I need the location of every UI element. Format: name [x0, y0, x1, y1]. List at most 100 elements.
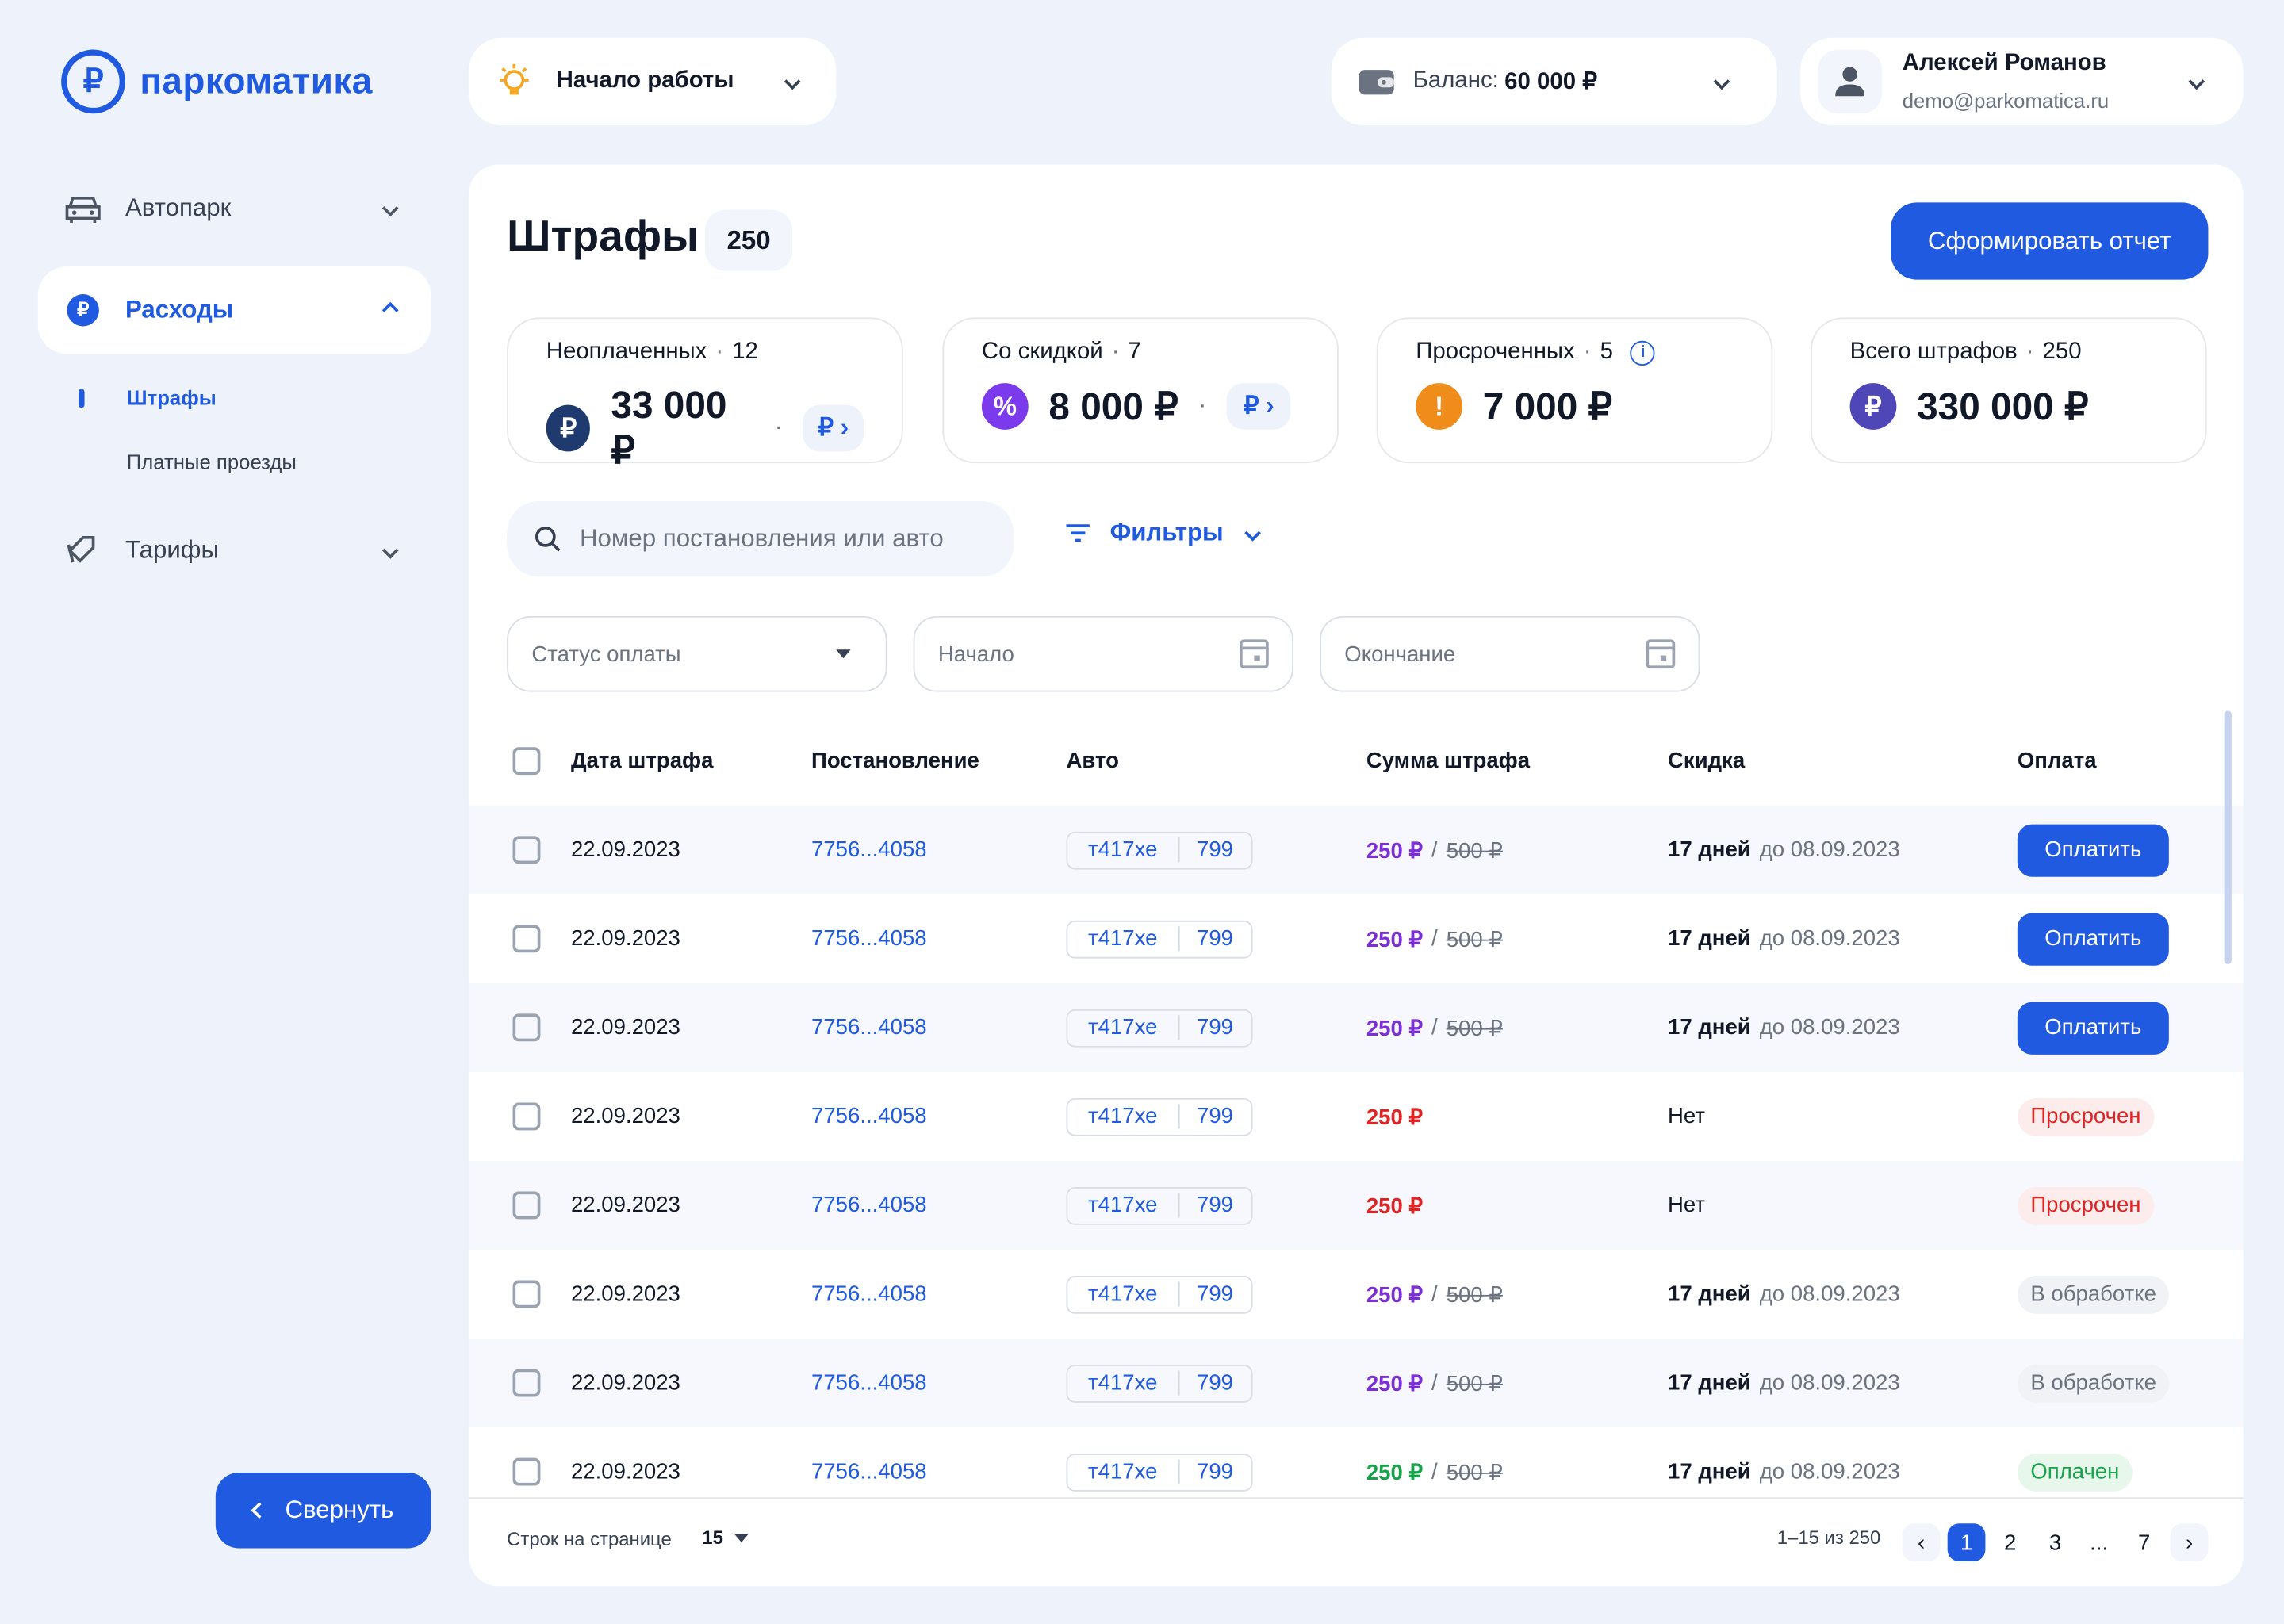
table-row[interactable]: 22.09.2023 7756...4058 т417хе 799 250 ₽ / 5…: [469, 982, 2244, 1072]
status-badge: В обработке: [2017, 1364, 2170, 1402]
fine-original-amount: 500 ₽: [1446, 1371, 1503, 1396]
car-plate[interactable]: т417хе 799: [1066, 1008, 1252, 1047]
sidebar-subitem-fines[interactable]: Штрафы: [126, 385, 217, 410]
discount-days: 17 дней: [1668, 837, 1751, 863]
status-badge: Оплачен: [2017, 1453, 2133, 1491]
decree-link[interactable]: 7756...4058: [811, 837, 927, 863]
fines-count-badge: 250: [704, 209, 793, 271]
row-checkbox[interactable]: [512, 925, 541, 953]
table-row[interactable]: 22.09.2023 7756...4058 т417хе 799 250 ₽ Н…: [469, 1072, 2243, 1161]
discount-days: Нет: [1668, 1104, 1705, 1129]
search-input[interactable]: Номер постановления или авто: [507, 500, 1014, 577]
stat-card-unpaid[interactable]: Неоплаченных · 12 ₽ 33 000 ₽ · ₽ ›: [507, 317, 903, 472]
select-all-checkbox[interactable]: [512, 747, 541, 776]
column-header-decree[interactable]: Постановление: [811, 748, 979, 773]
car-plate[interactable]: т417хе 799: [1066, 1186, 1252, 1224]
stat-card-total[interactable]: Всего штрафов · 250 ₽ 330 000 ₽: [1811, 317, 2207, 464]
discount-days: Нет: [1668, 1193, 1705, 1218]
balance-button[interactable]: Баланс: 60 000 ₽: [1331, 37, 1777, 125]
pay-button[interactable]: Оплатить: [2017, 823, 2169, 876]
sidebar-subitem-toll-roads[interactable]: Платные проезды: [126, 450, 297, 473]
sidebar-item-label: Тарифы: [125, 535, 219, 564]
next-page-button[interactable]: ›: [2170, 1523, 2209, 1562]
pay-button[interactable]: Оплатить: [2017, 1001, 2169, 1054]
rows-per-page-select[interactable]: 15: [702, 1526, 749, 1549]
car-plate[interactable]: т417хе 799: [1066, 1453, 1252, 1491]
pay-unpaid-button[interactable]: ₽ ›: [803, 404, 864, 452]
fine-amount: 250 ₽: [1366, 838, 1423, 864]
page-ellipsis: ...: [2090, 1530, 2109, 1555]
user-menu-button[interactable]: Алексей Романов demo@parkomatica.ru: [1800, 37, 2244, 125]
table-scrollbar[interactable]: [2224, 710, 2232, 964]
payment-status-select[interactable]: Статус оплаты: [507, 615, 887, 692]
page-button-3[interactable]: 3: [2048, 1530, 2062, 1555]
sidebar-item-fleet[interactable]: Автопарк: [38, 165, 431, 252]
info-icon[interactable]: i: [1630, 339, 1656, 366]
column-header-payment[interactable]: Оплата: [2017, 748, 2097, 773]
plate-number: т417хе: [1088, 1370, 1158, 1396]
row-checkbox[interactable]: [512, 1369, 541, 1397]
user-icon: [1835, 67, 1864, 97]
collapse-label: Свернуть: [285, 1496, 394, 1524]
amount-separator: /: [1431, 1459, 1438, 1484]
stat-count: 7: [1128, 339, 1141, 365]
decree-link[interactable]: 7756...4058: [811, 926, 927, 952]
column-header-car[interactable]: Авто: [1066, 748, 1119, 773]
collapse-sidebar-button[interactable]: Свернуть: [215, 1473, 431, 1549]
table-row[interactable]: 22.09.2023 7756...4058 т417хе 799 250 ₽ / 5…: [469, 1250, 2243, 1339]
car-plate[interactable]: т417хе 799: [1066, 1097, 1252, 1136]
start-menu-button[interactable]: Начало работы: [469, 37, 837, 125]
decree-link[interactable]: 7756...4058: [811, 1104, 927, 1129]
row-checkbox[interactable]: [512, 1102, 541, 1131]
generate-report-button[interactable]: Сформировать отчет: [1891, 202, 2209, 280]
row-checkbox[interactable]: [512, 1191, 541, 1220]
column-header-amount[interactable]: Сумма штрафа: [1366, 748, 1531, 773]
page-button-7[interactable]: 7: [2137, 1530, 2151, 1555]
row-checkbox[interactable]: [512, 836, 541, 864]
amount-separator: /: [1431, 926, 1438, 952]
car-plate[interactable]: т417хе 799: [1066, 1364, 1252, 1402]
sidebar-item-expenses[interactable]: ₽ Расходы: [37, 266, 431, 354]
discount-until: до 08.09.2023: [1759, 837, 1900, 863]
decree-link[interactable]: 7756...4058: [811, 1015, 927, 1040]
amount-separator: /: [1431, 837, 1438, 863]
decree-link[interactable]: 7756...4058: [811, 1459, 927, 1484]
column-header-discount[interactable]: Скидка: [1668, 748, 1746, 773]
pay-discount-button[interactable]: ₽ ›: [1226, 383, 1291, 430]
chevron-down-icon: [381, 200, 399, 217]
page-button-2[interactable]: 2: [2003, 1530, 2017, 1555]
row-checkbox[interactable]: [512, 1013, 541, 1042]
page-button-1[interactable]: 1: [1947, 1523, 1986, 1562]
plate-number: т417хе: [1088, 1104, 1158, 1129]
decree-link[interactable]: 7756...4058: [811, 1193, 927, 1218]
discount-days: 17 дней: [1668, 1459, 1751, 1484]
filters-button[interactable]: Фильтры: [1063, 519, 1261, 548]
column-header-date[interactable]: Дата штрафа: [570, 748, 714, 773]
pay-button[interactable]: Оплатить: [2017, 912, 2169, 965]
decree-link[interactable]: 7756...4058: [811, 1370, 927, 1396]
fine-date: 22.09.2023: [570, 1281, 680, 1307]
row-checkbox[interactable]: [512, 1280, 541, 1308]
warning-icon: !: [1416, 383, 1463, 430]
start-date-field[interactable]: Начало: [913, 615, 1293, 692]
decree-link[interactable]: 7756...4058: [811, 1281, 927, 1307]
stat-card-discount[interactable]: Со скидкой · 7 % 8 000 ₽ · ₽ ›: [942, 317, 1339, 464]
fine-amount: 250 ₽: [1366, 1371, 1423, 1396]
table-row[interactable]: 22.09.2023 7756...4058 т417хе 799 250 ₽ / 5…: [469, 1427, 2243, 1516]
table-row[interactable]: 22.09.2023 7756...4058 т417хе 799 250 ₽ / 5…: [469, 894, 2243, 983]
car-plate[interactable]: т417хе 799: [1066, 1275, 1252, 1313]
stat-count: 250: [2042, 339, 2082, 365]
calendar-icon[interactable]: [1646, 639, 1676, 669]
stat-card-overdue[interactable]: Просроченных · 5 i ! 7 000 ₽: [1376, 317, 1773, 464]
calendar-icon[interactable]: [1240, 639, 1269, 669]
end-date-field[interactable]: Окончание: [1320, 615, 1700, 692]
sidebar-item-tariffs[interactable]: Тарифы: [38, 507, 431, 594]
car-plate[interactable]: т417хе 799: [1066, 830, 1252, 869]
prev-page-button[interactable]: ‹: [1902, 1523, 1941, 1562]
table-row[interactable]: 22.09.2023 7756...4058 т417хе 799 250 ₽ Н…: [469, 1160, 2244, 1250]
table-row[interactable]: 22.09.2023 7756...4058 т417хе 799 250 ₽ / 5…: [469, 805, 2244, 894]
brand-logo[interactable]: ₽ паркоматика: [61, 49, 373, 114]
table-row[interactable]: 22.09.2023 7756...4058 т417хе 799 250 ₽ / 5…: [469, 1339, 2244, 1428]
row-checkbox[interactable]: [512, 1457, 541, 1486]
car-plate[interactable]: т417хе 799: [1066, 919, 1252, 958]
